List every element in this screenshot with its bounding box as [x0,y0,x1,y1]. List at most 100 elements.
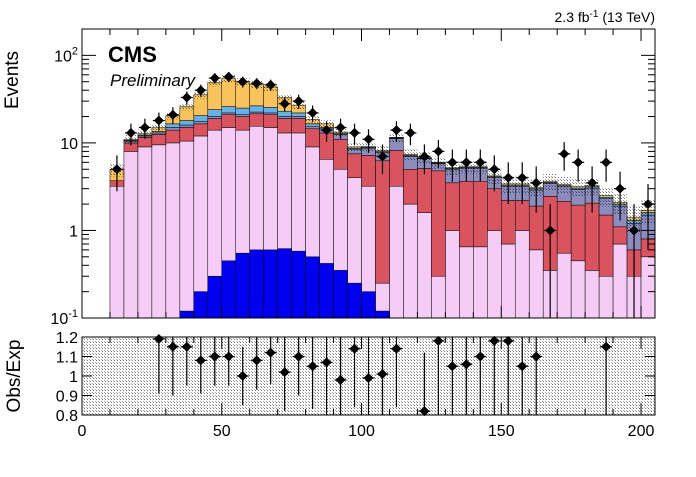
experiment-label: CMS [108,42,157,67]
signal-bar [347,282,362,319]
stack-bar [487,188,502,231]
ratio-point [306,337,319,410]
signal-bar [235,252,250,319]
data-point [390,121,403,142]
uncertainty-bin [571,179,586,197]
stack-bar [165,127,181,131]
main-y-ticks: 10-1 1 10 102 [50,28,655,328]
data-point [418,144,431,175]
signal-bar [179,310,195,319]
data-point [250,78,263,90]
signal-bar [263,249,278,319]
main-frame [81,28,656,319]
stack-bar [347,153,362,178]
data-point [236,76,249,88]
ratio-point [376,337,389,415]
data-point [628,204,641,318]
stack-bar [263,112,278,115]
signal-bar [319,263,334,319]
data-point [124,123,137,146]
stack-bar [528,205,544,251]
stack-bar [305,125,320,130]
data-point [278,97,291,112]
stack-bar [207,109,223,117]
stack-bar [501,243,516,319]
data-point [166,107,179,125]
ratio-point [460,337,473,415]
signal-bar [375,310,390,319]
ratio-panel: 0.8 0.9 1 1.1 1.2 Obs/Exp [4,330,656,425]
signal-bar [249,249,264,319]
stack-bar [151,134,167,146]
ratio-point [166,337,179,396]
x-ticks: 0 50 100 150 200 [78,29,654,440]
stack-bar [235,114,250,117]
data-point [306,105,319,123]
ratio-point [348,337,361,408]
stack-bar [165,123,181,128]
x-tick-label: 0 [78,423,87,440]
signal-bar [361,291,376,319]
stack-bar [179,120,195,126]
data-point [264,79,277,91]
ratio-y-ticks: 0.8 0.9 1 1.1 1.2 [56,330,655,425]
ratio-point [446,337,459,415]
data-point [544,204,557,318]
ratio-point [530,337,543,415]
x-tick-label: 150 [488,423,515,440]
stack-bar [137,137,153,148]
data-point [222,71,235,83]
data-point [208,73,221,84]
stack-bar [445,182,460,231]
stack-bar [417,168,432,213]
ratio-point [278,337,291,412]
stack-bar [640,256,656,319]
data-point [614,171,627,221]
stack-bar [179,140,195,319]
uncertainty-bin [347,142,362,153]
stack-bar [207,82,223,110]
ratio-point [222,337,235,386]
stack-bar [333,139,348,170]
stack-bar [165,129,181,144]
data-point [334,118,347,139]
data-point [320,121,333,142]
stack-bar [305,128,320,148]
ratio-point [600,337,613,415]
signal-bar [291,250,306,319]
stack-bar [291,116,306,119]
stack-bar [193,121,209,125]
stack-bar [584,202,600,271]
ratio-point [474,337,487,415]
stack-bar [375,160,390,284]
stack-bar [473,246,488,319]
stack-bar [249,111,264,115]
stack-bar [417,212,432,319]
stack-bar [165,142,181,319]
ratio-point [516,337,529,415]
stack-bar [556,201,572,254]
stack-bar [403,203,418,319]
data-point [488,155,501,192]
data-point [446,149,459,182]
data-points [110,71,655,318]
data-point [586,166,599,213]
x-tick-label: 50 [213,423,231,440]
stack-bar [221,106,236,114]
stack-bar [487,230,502,319]
stack-bar [109,185,125,319]
stack-bar [291,118,306,134]
data-point [502,162,515,205]
stack-bar [277,110,292,117]
stack-bar [598,214,614,277]
uncertainty-bin [179,102,194,111]
ratio-point [390,337,403,408]
ratio-point [502,335,515,415]
stack-bar [514,200,530,231]
stack-bar [445,230,460,319]
stack-bar [277,118,292,134]
signal-bar [305,256,320,319]
ratio-point [488,335,501,415]
ratio-point [152,333,165,394]
